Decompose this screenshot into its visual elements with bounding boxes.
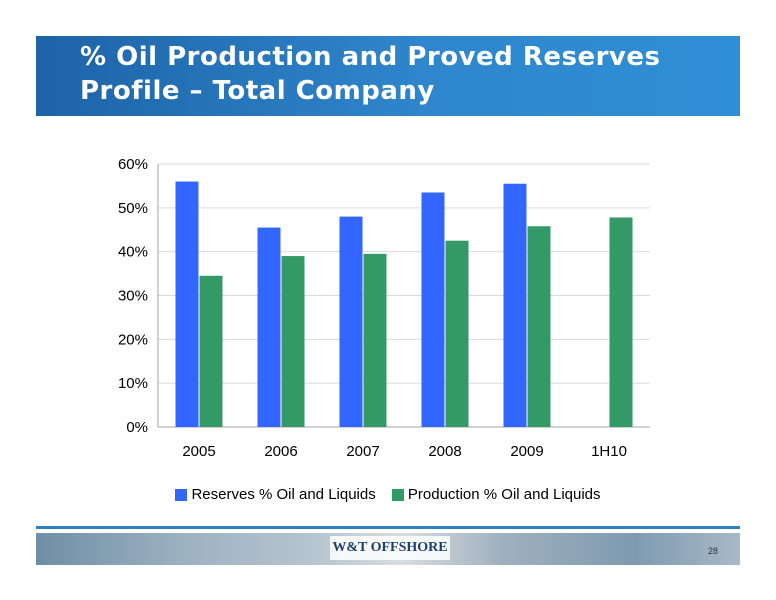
company-logo-text: W&T OFFSHORE <box>332 540 448 555</box>
y-tick-label: 0% <box>126 419 148 436</box>
company-logo: W&T OFFSHORE <box>330 536 450 560</box>
legend-item-reserves: Reserves % Oil and Liquids <box>175 486 376 503</box>
title-band <box>36 36 740 116</box>
production-bar <box>281 256 305 427</box>
footer-divider <box>36 526 740 529</box>
legend-label-production: Production % Oil and Liquids <box>407 486 601 503</box>
x-tick-label: 1H10 <box>591 443 627 460</box>
chart-legend: Reserves % Oil and Liquids Production % … <box>0 486 776 505</box>
y-tick-label: 30% <box>118 288 148 305</box>
reserves-bar <box>421 192 445 427</box>
y-tick-label: 40% <box>118 244 148 261</box>
bar-chart: 0% 10% 20% 30% 40% 50% 60% 2005 2006 2007 2008 2009… <box>118 156 650 460</box>
reserves-bar <box>257 227 281 427</box>
page-number: 28 <box>708 546 719 556</box>
reserves-bar <box>339 216 363 427</box>
production-bar <box>527 226 551 427</box>
production-bar <box>199 275 223 427</box>
y-tick-label: 60% <box>118 156 148 173</box>
x-tick-label: 2007 <box>346 443 379 460</box>
reserves-bar <box>503 183 527 427</box>
legend-label-reserves: Reserves % Oil and Liquids <box>191 486 376 503</box>
slide-title: % Oil Production and Proved Reserves Pro… <box>80 42 661 106</box>
legend-item-production: Production % Oil and Liquids <box>391 486 601 503</box>
x-tick-label: 2005 <box>182 443 215 460</box>
legend-swatch-production <box>391 488 404 501</box>
production-bar <box>445 240 469 427</box>
production-bar <box>609 217 633 427</box>
reserves-bar <box>175 181 199 427</box>
x-tick-label: 2009 <box>510 443 543 460</box>
legend-swatch-reserves <box>175 488 188 501</box>
production-bar <box>363 253 387 427</box>
y-tick-label: 10% <box>118 375 148 392</box>
x-tick-label: 2006 <box>264 443 297 460</box>
y-tick-label: 50% <box>118 200 148 217</box>
x-tick-label: 2008 <box>428 443 461 460</box>
chart-area: 0% 10% 20% 30% 40% 50% 60% 2005 2006 2007 2008 2009… <box>0 150 776 520</box>
y-tick-label: 20% <box>118 331 148 348</box>
